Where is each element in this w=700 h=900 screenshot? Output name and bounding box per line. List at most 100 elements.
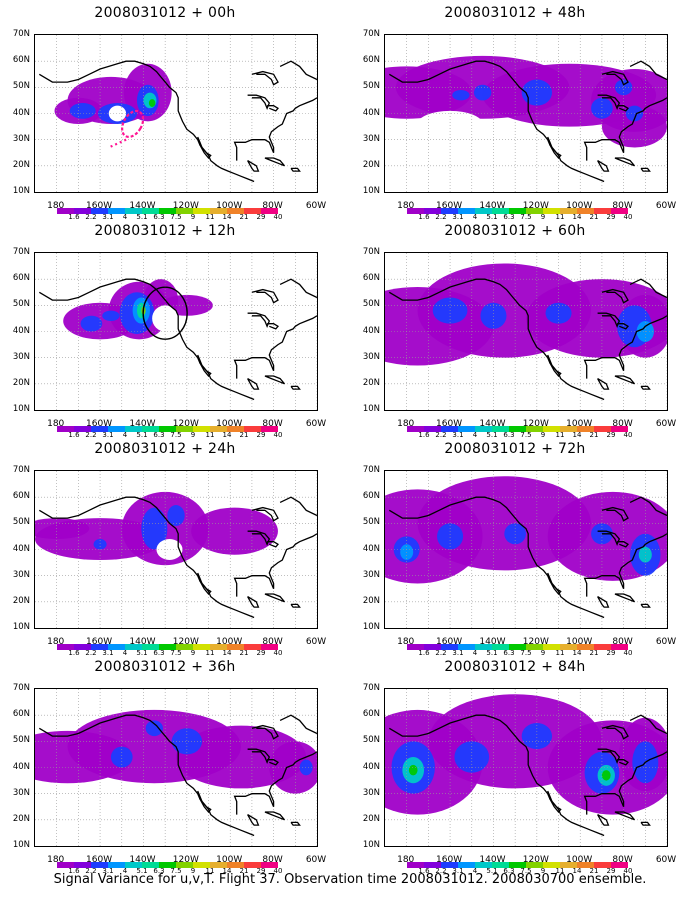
colorbar-swatch — [176, 644, 193, 650]
lat-tick-label: 40N — [12, 543, 30, 554]
colorbar-labels: 1.6 2.2 3.1 4 5.1 6.3 7.5 9 11 14 21 29 40 — [57, 867, 317, 877]
colorbar-swatch — [227, 862, 244, 868]
coastline — [247, 596, 260, 608]
lon-tick-label: 100W — [566, 637, 593, 647]
lon-tick-label: 80W — [612, 201, 633, 211]
colorbar-swatch — [407, 862, 424, 868]
colorbar-swatch — [594, 644, 611, 650]
panel-title: 2008031012 + 60h — [444, 223, 586, 239]
colorbar-label: 3.1 — [102, 431, 114, 439]
coastline — [388, 496, 605, 619]
colorbar-label: 7.5 — [520, 867, 532, 875]
coastline — [251, 724, 279, 740]
colorbar-swatch — [57, 426, 74, 432]
coastline — [264, 157, 285, 167]
colorbar-label: 21 — [239, 649, 249, 657]
coastline — [290, 603, 301, 608]
colorbar-label: 21 — [589, 649, 599, 657]
coastline — [601, 724, 629, 740]
coastline — [640, 167, 651, 172]
lat-tick-label: 30N — [12, 569, 30, 580]
coastline — [290, 821, 301, 826]
colorbar-label: 5.1 — [486, 649, 498, 657]
coastline — [583, 533, 667, 597]
colorbar-label: 21 — [239, 431, 249, 439]
lat-tick-label: 40N — [12, 761, 30, 772]
colorbar-label: 1.6 — [68, 867, 80, 875]
colorbar-swatch — [611, 644, 628, 650]
lat-tick-label: 50N — [362, 735, 380, 746]
lat-tick-label: 70N — [12, 247, 30, 257]
lon-tick-label: 140W — [479, 419, 506, 429]
colorbar-label: 2.2 — [435, 213, 447, 221]
colorbar-swatch — [475, 862, 492, 868]
variance-contour — [452, 89, 470, 101]
colorbar-labels: 1.6 2.2 3.1 4 5.1 6.3 7.5 9 11 14 21 29 40 — [57, 431, 317, 441]
colorbar-labels: 1.6 2.2 3.1 4 5.1 6.3 7.5 9 11 14 21 29 40 — [57, 213, 317, 223]
colorbar-label: 40 — [623, 649, 633, 657]
colorbar-swatch — [509, 862, 526, 868]
colorbar-label: 9 — [190, 431, 196, 439]
colorbar-label: 14 — [572, 431, 582, 439]
coastline — [197, 136, 212, 160]
colorbar-label: 7.5 — [520, 213, 532, 221]
lat-tick-label: 10N — [362, 186, 380, 196]
colorbar-swatch — [227, 208, 244, 214]
colorbar — [57, 644, 278, 650]
colorbar-label: 29 — [606, 867, 616, 875]
colorbar-label: 14 — [572, 213, 582, 221]
colorbar-label: 1.6 — [68, 431, 80, 439]
coastline — [38, 496, 255, 619]
colorbar-swatch — [594, 862, 611, 868]
low-variance-hole — [152, 305, 179, 332]
lon-tick-label: 80W — [262, 855, 283, 865]
map-area — [34, 252, 318, 411]
colorbar-label: 29 — [606, 213, 616, 221]
coastline — [640, 385, 651, 390]
map-panel: 2008031012 + 24h 70N 60N 50N 40N 30N 20N 10N 180… — [0, 441, 330, 657]
coastline — [247, 160, 260, 172]
lon-tick-label: 100W — [566, 419, 593, 429]
colorbar-label: 4 — [472, 649, 478, 657]
colorbar — [57, 426, 278, 432]
colorbar-label: 6.3 — [503, 867, 515, 875]
lon-tick-label: 140W — [129, 419, 156, 429]
colorbar-swatch — [91, 862, 108, 868]
colorbar-label: 2.2 — [85, 431, 97, 439]
colorbar-swatch — [159, 426, 176, 432]
lat-tick-label: 50N — [12, 517, 30, 528]
coastline — [38, 60, 255, 183]
coastline — [629, 278, 667, 299]
colorbar-label: 6.3 — [153, 867, 165, 875]
colorbar-label: 9 — [190, 867, 196, 875]
lon-tick-label: 60W — [305, 637, 327, 647]
colorbar-swatch — [543, 862, 560, 868]
colorbar-labels: 1.6 2.2 3.1 4 5.1 6.3 7.5 9 11 14 21 29 40 — [407, 867, 667, 877]
colorbar-label: 9 — [190, 213, 196, 221]
map-area — [34, 470, 318, 629]
colorbar-label: 1.6 — [418, 649, 430, 657]
colorbar-label: 11 — [205, 431, 215, 439]
colorbar-labels: 1.6 2.2 3.1 4 5.1 6.3 7.5 9 11 14 21 29 40 — [407, 213, 667, 223]
colorbar-label: 21 — [589, 213, 599, 221]
lat-tick-label: 10N — [12, 840, 30, 850]
colorbar-swatch — [57, 644, 74, 650]
colorbar-swatch — [261, 862, 278, 868]
coastline — [247, 378, 260, 390]
colorbar-swatch — [526, 862, 543, 868]
coastline — [547, 136, 562, 160]
colorbar-swatch — [159, 208, 176, 214]
variance-contour — [504, 523, 526, 545]
colorbar-label: 3.1 — [102, 649, 114, 657]
lat-tick-label: 20N — [362, 813, 380, 824]
colorbar-swatch — [210, 426, 227, 432]
lat-tick-label: 40N — [362, 761, 380, 772]
lon-tick-label: 100W — [566, 201, 593, 211]
colorbar-swatch — [509, 426, 526, 432]
colorbar-label: 4 — [122, 649, 128, 657]
lat-tick-label: 10N — [12, 622, 30, 632]
colorbar-label: 4 — [472, 213, 478, 221]
colorbar-swatch — [543, 644, 560, 650]
colorbar-swatch — [176, 208, 193, 214]
lat-tick-label: 60N — [362, 55, 380, 66]
